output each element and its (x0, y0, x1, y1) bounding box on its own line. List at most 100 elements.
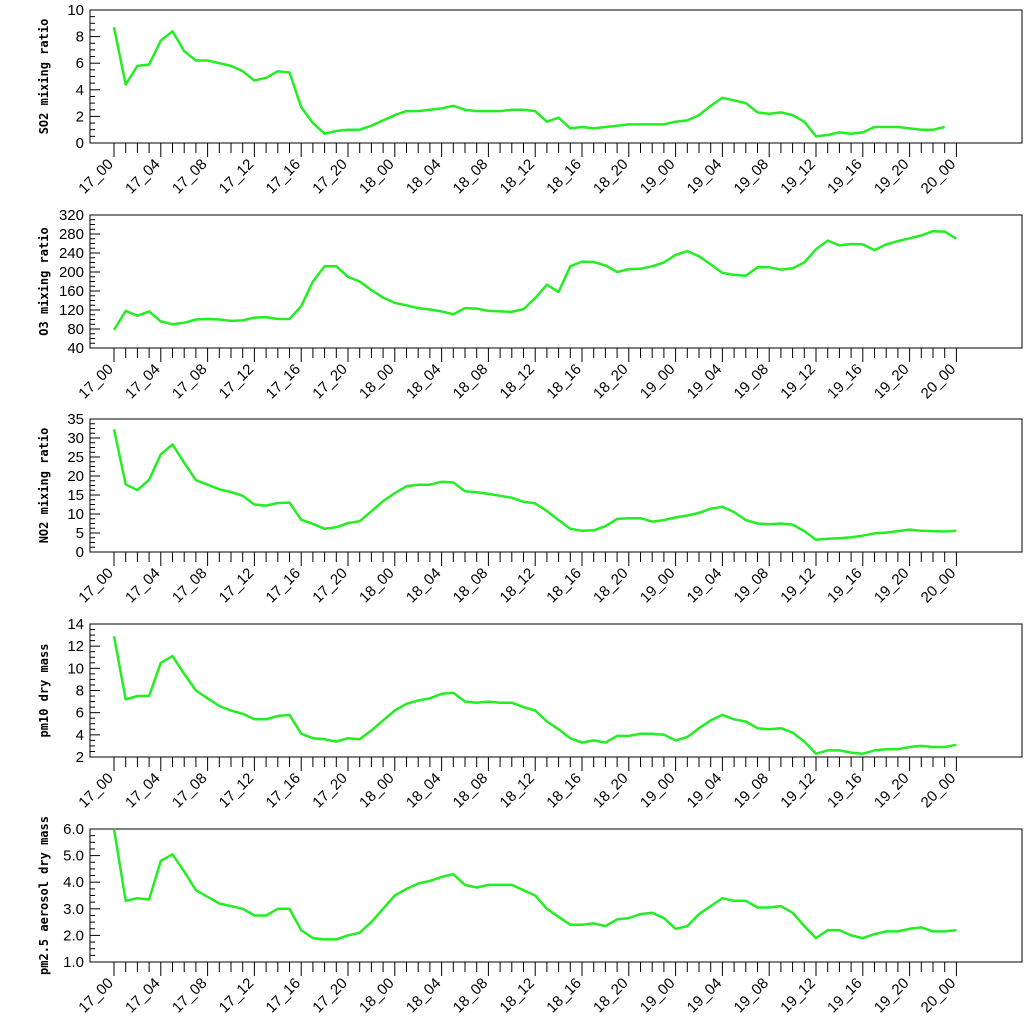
x-tick-label: 18_00 (356, 156, 398, 198)
plot-frame (89, 623, 1023, 758)
x-tick-label: 19_12 (777, 975, 819, 1017)
x-tick-label: 19_04 (684, 770, 726, 812)
y-tick-label: 120 (59, 302, 84, 319)
x-tick-label: 17_16 (263, 565, 305, 607)
x-tick-label: 18_08 (450, 361, 492, 403)
x-tick-label: 18_08 (450, 975, 492, 1017)
x-tick-label: 20_00 (918, 770, 960, 812)
x-tick-label: 18_04 (403, 975, 445, 1017)
x-tick-label: 19_16 (824, 770, 866, 812)
x-tick-label: 18_04 (403, 361, 445, 403)
x-tick-label: 17_08 (169, 975, 211, 1017)
y-axis-label: O3 mixing ratio (37, 227, 51, 335)
x-tick-label: 17_20 (309, 975, 351, 1017)
x-tick-label: 18_08 (450, 156, 492, 198)
x-tick-label: 18_04 (403, 565, 445, 607)
x-tick-label: 17_12 (216, 361, 258, 403)
x-tick-label: 18_08 (450, 565, 492, 607)
y-tick-label: 80 (67, 321, 84, 338)
plot-frame (89, 9, 1023, 144)
x-tick-label: 17_12 (216, 770, 258, 812)
y-tick-label: 4.0 (63, 874, 84, 891)
y-tick-label: 20 (67, 468, 84, 485)
x-tick-label: 19_20 (871, 770, 913, 812)
x-tick-label: 17_12 (216, 975, 258, 1017)
x-tick-label: 17_00 (75, 565, 117, 607)
x-tick-label: 17_04 (122, 361, 164, 403)
x-tick-label: 17_16 (263, 975, 305, 1017)
y-tick-label: 30 (67, 430, 84, 447)
y-tick-label: 6.0 (63, 821, 84, 838)
x-tick-label: 19_04 (684, 565, 726, 607)
x-tick-label: 18_16 (543, 975, 585, 1017)
x-tick-label: 18_00 (356, 975, 398, 1017)
x-tick-label: 19_16 (824, 361, 866, 403)
x-tick-label: 18_12 (497, 975, 539, 1017)
series-line (112, 828, 957, 941)
x-tick-label: 17_20 (309, 565, 351, 607)
y-axis-label: NO2 mixing ratio (37, 428, 51, 544)
y-tick-label: 35 (67, 411, 84, 428)
x-tick-label: 17_04 (122, 975, 164, 1017)
x-tick-label: 18_16 (543, 361, 585, 403)
x-tick-label: 17_00 (75, 361, 117, 403)
y-tick-label: 14 (67, 616, 84, 633)
y-tick-label: 240 (59, 245, 84, 262)
x-tick-label: 19_12 (777, 770, 819, 812)
x-tick-label: 20_00 (918, 361, 960, 403)
y-tick-label: 0 (76, 544, 84, 561)
x-tick-label: 18_12 (497, 156, 539, 198)
x-tick-label: 19_00 (637, 770, 679, 812)
x-tick-label: 18_04 (403, 156, 445, 198)
x-tick-label: 19_00 (637, 361, 679, 403)
x-tick-label: 17_16 (263, 361, 305, 403)
x-tick-label: 19_04 (684, 975, 726, 1017)
y-tick-label: 3.0 (63, 901, 84, 918)
x-tick-label: 17_04 (122, 770, 164, 812)
x-tick-label: 18_00 (356, 361, 398, 403)
y-tick-label: 320 (59, 207, 84, 224)
y-tick-label: 4 (76, 727, 84, 744)
x-tick-label: 19_00 (637, 975, 679, 1017)
x-tick-label: 19_20 (871, 156, 913, 198)
x-tick-label: 19_00 (637, 565, 679, 607)
y-tick-label: 6 (76, 55, 84, 72)
x-tick-label: 17_12 (216, 156, 258, 198)
x-tick-label: 18_12 (497, 770, 539, 812)
y-tick-label: 8 (76, 683, 84, 700)
y-tick-label: 2 (76, 108, 84, 125)
x-tick-label: 19_12 (777, 565, 819, 607)
x-tick-label: 17_04 (122, 565, 164, 607)
x-tick-label: 17_08 (169, 565, 211, 607)
series-line (112, 229, 958, 331)
y-tick-label: 25 (67, 449, 84, 466)
plot-frame (89, 214, 1023, 349)
x-tick-label: 17_00 (75, 156, 117, 198)
series-line (112, 635, 957, 755)
x-tick-label: 19_04 (684, 156, 726, 198)
x-tick-label: 19_20 (871, 361, 913, 403)
x-tick-label: 19_08 (731, 361, 773, 403)
y-tick-label: 200 (59, 264, 84, 281)
chart-panel-3: 0 5 10 15 20 25 30 35 NO2 mixing ratio 17_00 17_04… (37, 411, 1023, 607)
series-line (112, 429, 957, 542)
x-tick-label: 19_12 (777, 361, 819, 403)
x-tick-label: 19_12 (777, 156, 819, 198)
y-tick-label: 40 (67, 340, 84, 357)
y-tick-label: 280 (59, 226, 84, 243)
y-tick-label: 1.0 (63, 954, 84, 971)
y-tick-label: 160 (59, 283, 84, 300)
x-tick-label: 20_00 (918, 156, 960, 198)
x-tick-label: 17_20 (309, 361, 351, 403)
chart-panel-2: 40 80 120 160 200 240 280 320 O3 mixing ratio 17_… (37, 207, 1023, 403)
chart-panel-5: 1.0 2.0 3.0 4.0 5.0 6.0 pm2.5 aerosol dry mass… (37, 816, 1023, 1017)
x-tick-label: 18_04 (403, 770, 445, 812)
x-tick-label: 18_00 (356, 770, 398, 812)
x-tick-label: 18_08 (450, 770, 492, 812)
x-tick-label: 18_20 (590, 156, 632, 198)
x-tick-label: 19_08 (731, 975, 773, 1017)
series-line (112, 27, 945, 138)
x-tick-label: 18_16 (543, 565, 585, 607)
x-tick-label: 17_00 (75, 770, 117, 812)
